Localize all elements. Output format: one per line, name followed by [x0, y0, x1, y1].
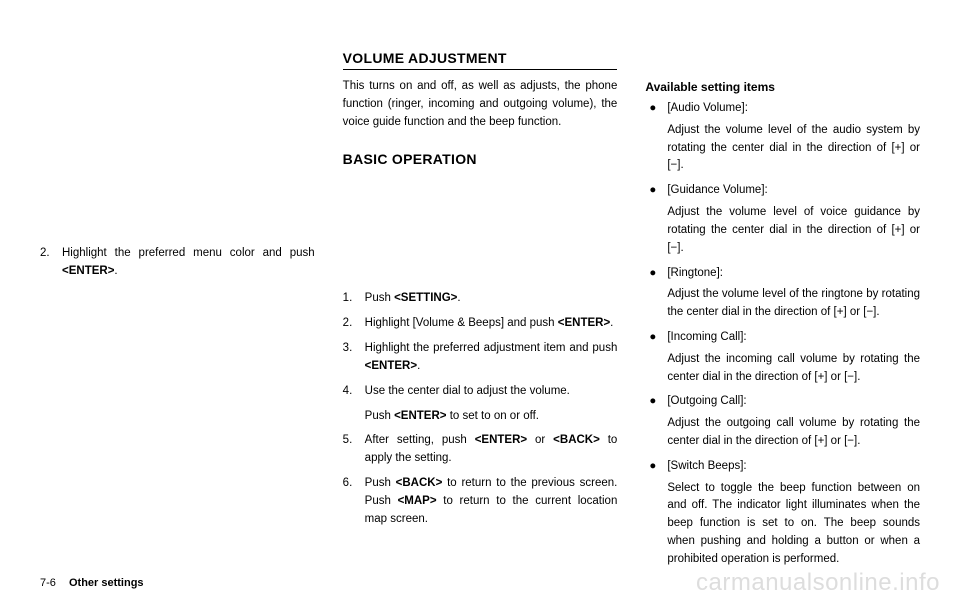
step-number: 2. — [343, 315, 365, 333]
basic-step-6: 6. Push <BACK> to return to the previous… — [343, 475, 618, 528]
sub-pre: Push — [365, 410, 394, 422]
bullet-icon: ● — [645, 329, 667, 347]
page-number: 7-6 — [40, 577, 56, 589]
step-body: Highlight the preferred menu color and p… — [62, 245, 315, 281]
step-pre: After setting, push — [365, 434, 475, 446]
item-desc: Adjust the incoming call volume by rotat… — [667, 351, 920, 387]
step-number: 4. — [343, 383, 365, 401]
basic-step-2: 2. Highlight [Volume & Beeps] and push <… — [343, 315, 618, 333]
image-placeholder — [343, 175, 618, 290]
basic-step-4-sub: Push <ENTER> to set to on or off. — [365, 408, 618, 426]
basic-step-1: 1. Push <SETTING>. — [343, 290, 618, 308]
step-body: Highlight [Volume & Beeps] and push <ENT… — [365, 315, 618, 333]
item-label: [Ringtone]: — [667, 265, 920, 283]
step-number: 3. — [343, 340, 365, 376]
back-key: <BACK> — [396, 477, 443, 489]
setting-item-incoming-call: ● [Incoming Call]: — [645, 329, 920, 347]
item-label: [Switch Beeps]: — [667, 458, 920, 476]
bullet-icon: ● — [645, 458, 667, 476]
step-number: 1. — [343, 290, 365, 308]
col1-step-2: 2. Highlight the preferred menu color an… — [40, 245, 315, 281]
item-desc: Adjust the outgoing call volume by rotat… — [667, 415, 920, 451]
enter-key: <ENTER> — [475, 434, 527, 446]
item-desc: Adjust the volume level of voice guidanc… — [667, 204, 920, 257]
step-post: . — [457, 292, 460, 304]
bullet-icon: ● — [645, 265, 667, 283]
setting-key: <SETTING> — [394, 292, 457, 304]
setting-item-outgoing-call: ● [Outgoing Call]: — [645, 393, 920, 411]
step-text: Highlight the preferred menu color and p… — [62, 247, 315, 259]
bullet-icon: ● — [645, 393, 667, 411]
column-2: VOLUME ADJUSTMENT This turns on and off,… — [343, 50, 618, 581]
step-number: 6. — [343, 475, 365, 528]
step-body: Highlight the preferred adjustment item … — [365, 340, 618, 376]
available-items-heading: Available setting items — [645, 80, 920, 94]
step-pre: Use the center dial to adjust the volume… — [365, 385, 570, 397]
step-pre: Push — [365, 477, 396, 489]
enter-key: <ENTER> — [62, 265, 114, 277]
column-3: Available setting items ● [Audio Volume]… — [645, 50, 920, 581]
volume-adjustment-title: VOLUME ADJUSTMENT — [343, 50, 618, 70]
basic-step-3: 3. Highlight the preferred adjustment it… — [343, 340, 618, 376]
bullet-icon: ● — [645, 182, 667, 200]
section-name: Other settings — [69, 577, 144, 589]
step-mid: or — [527, 434, 553, 446]
setting-item-switch-beeps: ● [Switch Beeps]: — [645, 458, 920, 476]
item-desc: Adjust the volume level of the audio sys… — [667, 122, 920, 175]
step-body: Use the center dial to adjust the volume… — [365, 383, 618, 401]
step-post: . — [610, 317, 613, 329]
step-post: . — [417, 360, 420, 372]
setting-item-ringtone: ● [Ringtone]: — [645, 265, 920, 283]
item-desc: Select to toggle the beep function betwe… — [667, 480, 920, 569]
step-number: 2. — [40, 245, 62, 281]
page-footer: 7-6 Other settings — [40, 577, 144, 589]
intro-text: This turns on and off, as well as adjust… — [343, 78, 618, 131]
step-pre: Push — [365, 292, 394, 304]
item-desc: Adjust the volume level of the ringtone … — [667, 286, 920, 322]
item-label: [Guidance Volume]: — [667, 182, 920, 200]
step-pre: Highlight [Volume & Beeps] and push — [365, 317, 558, 329]
enter-key: <ENTER> — [394, 410, 446, 422]
column-1: 2. Highlight the preferred menu color an… — [40, 50, 315, 581]
item-label: [Outgoing Call]: — [667, 393, 920, 411]
step-body: Push <BACK> to return to the previous sc… — [365, 475, 618, 528]
step-end: . — [114, 265, 117, 277]
basic-step-4: 4. Use the center dial to adjust the vol… — [343, 383, 618, 401]
setting-item-audio-volume: ● [Audio Volume]: — [645, 100, 920, 118]
page-container: 2. Highlight the preferred menu color an… — [0, 0, 960, 611]
item-label: [Audio Volume]: — [667, 100, 920, 118]
basic-step-5: 5. After setting, push <ENTER> or <BACK>… — [343, 432, 618, 468]
step-body: After setting, push <ENTER> or <BACK> to… — [365, 432, 618, 468]
enter-key: <ENTER> — [558, 317, 610, 329]
setting-item-guidance-volume: ● [Guidance Volume]: — [645, 182, 920, 200]
sub-post: to set to on or off. — [447, 410, 539, 422]
back-key: <BACK> — [553, 434, 600, 446]
enter-key: <ENTER> — [365, 360, 417, 372]
map-key: <MAP> — [398, 495, 437, 507]
watermark: carmanualsonline.info — [696, 569, 940, 597]
step-body: Push <SETTING>. — [365, 290, 618, 308]
step-number: 5. — [343, 432, 365, 468]
item-label: [Incoming Call]: — [667, 329, 920, 347]
step-pre: Highlight the preferred adjustment item … — [365, 342, 618, 354]
bullet-icon: ● — [645, 100, 667, 118]
basic-operation-title: BASIC OPERATION — [343, 151, 618, 167]
